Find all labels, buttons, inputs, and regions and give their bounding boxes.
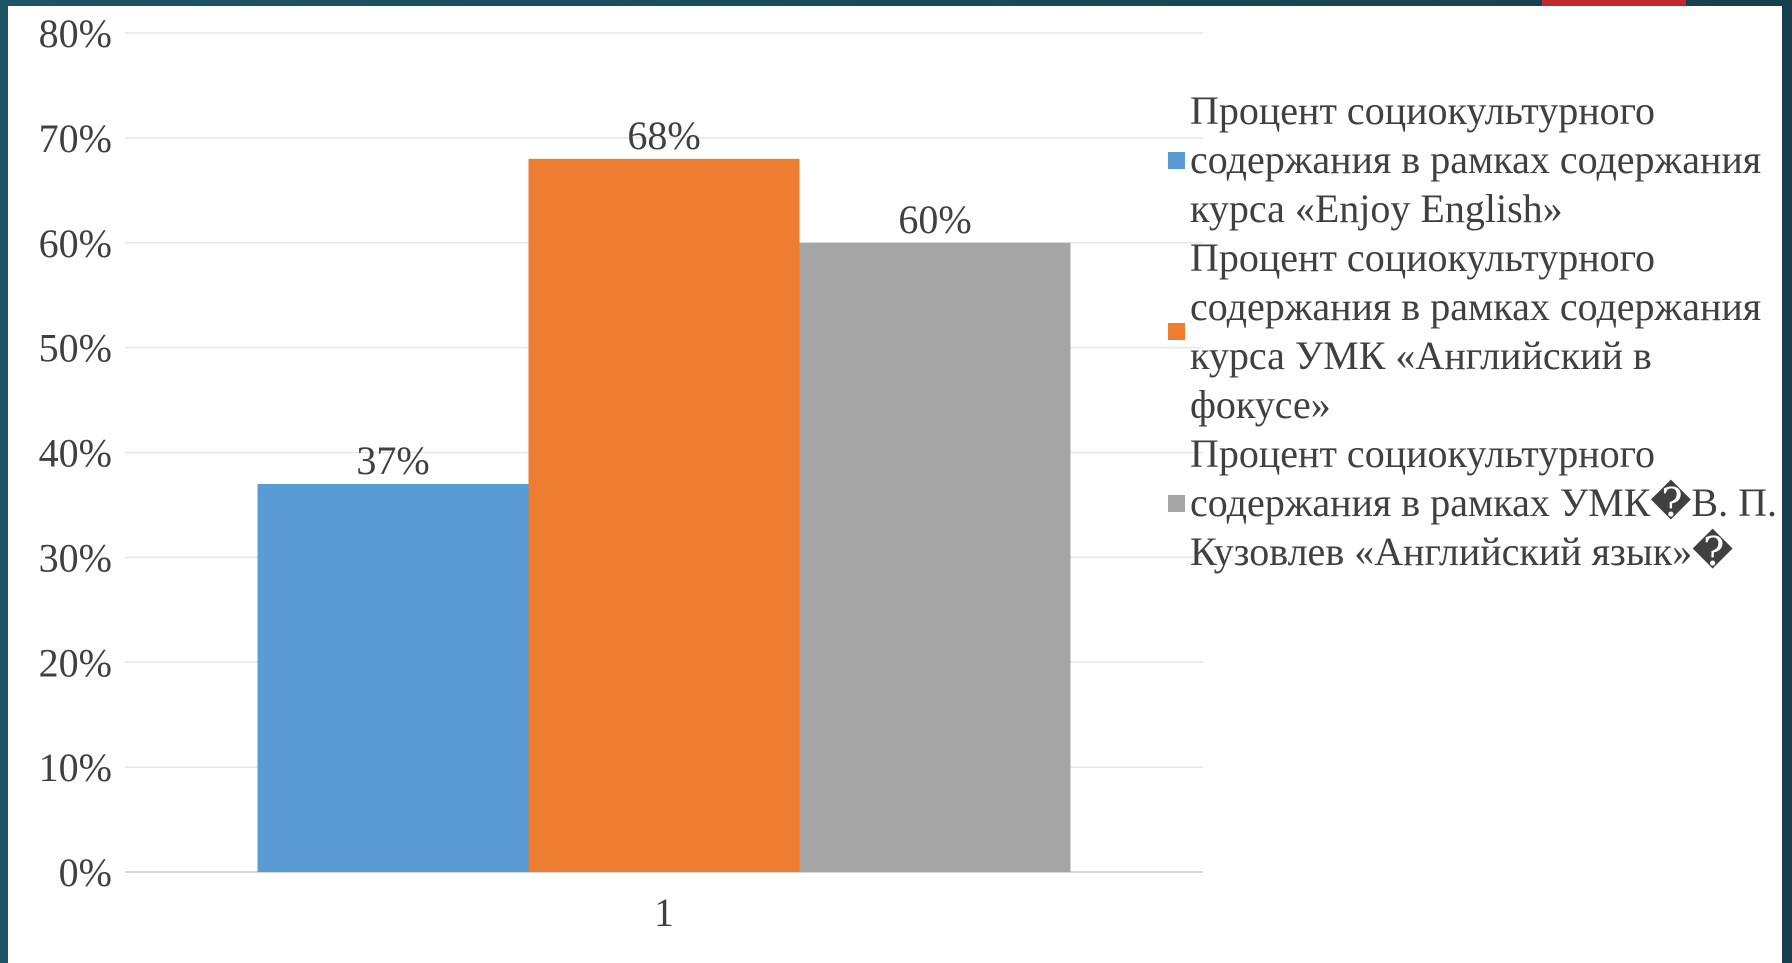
y-tick-label: 50% [39, 326, 112, 371]
chart-panel: 0% 10% 20% 30% 40% 50% 60% 70% 80% 37% 68% 60% 1 П… [8, 6, 1782, 963]
y-axis: 0% 10% 20% 30% 40% 50% 60% 70% 80% [39, 11, 112, 895]
legend-label: Процент социокультурного содержания в ра… [1190, 431, 1777, 574]
data-label: 37% [356, 438, 429, 483]
y-tick-label: 70% [39, 116, 112, 161]
bar-series-2 [528, 158, 800, 873]
legend-item: Процент социокультурного содержания в ра… [1160, 86, 1780, 233]
y-tick-label: 10% [39, 745, 112, 790]
data-label: 60% [898, 197, 971, 242]
top-accent-bar [1542, 0, 1686, 6]
data-label: 68% [627, 113, 700, 158]
y-tick-label: 30% [39, 535, 112, 580]
bars: 37% 68% 60% [257, 113, 1071, 873]
legend-swatch [1168, 151, 1185, 169]
legend-swatch [1168, 323, 1185, 340]
y-tick-label: 80% [39, 11, 112, 56]
legend-item: Процент социокультурного содержания в ра… [1160, 233, 1780, 429]
legend-label: Процент социокультурного содержания в ра… [1190, 235, 1762, 427]
legend: Процент социокультурного содержания в ра… [1160, 86, 1780, 576]
y-tick-label: 40% [39, 431, 112, 476]
x-tick-label: 1 [654, 890, 674, 935]
bar-series-1 [257, 483, 529, 872]
bar-chart: 0% 10% 20% 30% 40% 50% 60% 70% 80% 37% 68% 60% 1 [39, 11, 1203, 935]
y-tick-label: 0% [59, 850, 112, 895]
bar-series-3 [799, 242, 1071, 872]
legend-item: Процент социокультурного содержания в ра… [1160, 429, 1780, 576]
y-tick-label: 60% [39, 221, 112, 266]
x-axis: 1 [654, 890, 674, 935]
legend-label: Процент социокультурного содержания в ра… [1190, 88, 1762, 231]
y-tick-label: 20% [39, 640, 112, 685]
legend-swatch [1168, 494, 1185, 512]
